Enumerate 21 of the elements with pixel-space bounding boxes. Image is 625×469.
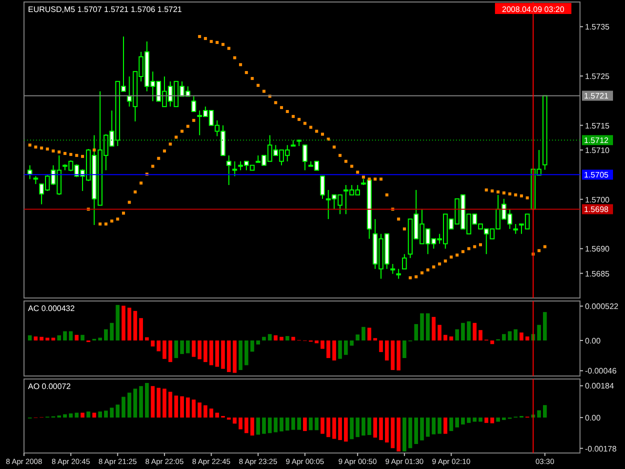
ref-line-label: 1.5698 — [584, 205, 610, 214]
y-tick-label: 0.00 — [585, 336, 602, 346]
y-tick-label: 0.000522 — [585, 302, 619, 312]
ref-line-label: 1.5705 — [584, 170, 610, 180]
y-tick-label: 1.5725 — [585, 72, 610, 81]
y-tick-label: 0.00 — [585, 414, 602, 423]
ref-line-label: 1.5712 — [584, 136, 610, 146]
y-tick-label: 1.5710 — [585, 146, 610, 155]
y-tick-label: 1.5685 — [585, 269, 610, 278]
y-tick-label: 1.5700 — [585, 195, 610, 204]
y-tick-label: 1.5690 — [585, 244, 610, 254]
y-tick-label: -0.00178 — [585, 444, 618, 454]
y-tick-label: 1.5715 — [585, 121, 610, 130]
chart-title: AO 0.00072 — [28, 382, 72, 391]
ref-line-label: 1.5721 — [584, 92, 610, 101]
y-tick-label: 1.5735 — [585, 22, 610, 32]
y-tick-label: 0.00184 — [585, 382, 614, 391]
chart-title: EURUSD,M5 1.5707 1.5721 1.5706 1.5721 — [28, 5, 182, 14]
chart-title: AC 0.000432 — [28, 304, 76, 313]
y-tick-label: -0.00046 — [585, 366, 618, 376]
ref-line-label: 2008.04.09 03:20 — [502, 5, 565, 14]
